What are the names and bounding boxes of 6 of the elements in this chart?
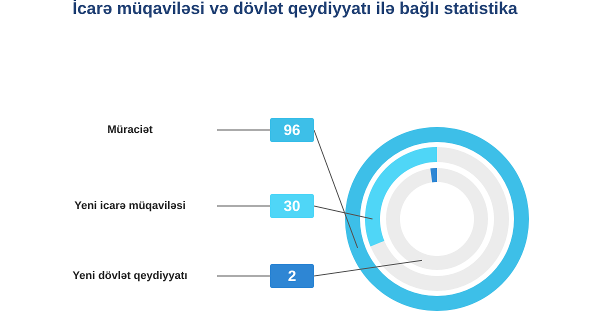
data-label: 30 [284, 198, 300, 215]
data-label: 2 [288, 268, 296, 285]
category-label: Müraciət [107, 124, 153, 136]
category-label: Yeni dövlət qeydiyyatı [72, 270, 188, 282]
category-label: Yeni icarə müqaviləsi [74, 200, 186, 212]
data-label: 96 [284, 122, 300, 139]
